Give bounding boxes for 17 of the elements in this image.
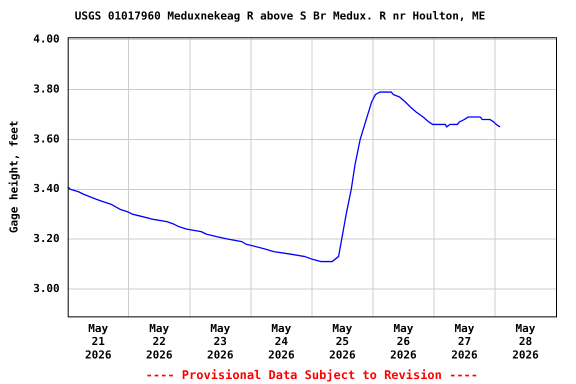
x-tick-label: May 26 2026 — [390, 322, 418, 362]
y-tick-label: 3.40 — [33, 182, 60, 196]
x-tick-label: May 28 2026 — [512, 322, 540, 362]
x-tick-label: May 22 2026 — [146, 322, 173, 362]
x-tick-label: May 24 2026 — [268, 322, 295, 362]
y-tick-label: 3.00 — [33, 282, 60, 295]
chart-title: USGS 01017960 Meduxnekeag R above S Br Medux. R nr Houlton, ME — [74, 9, 486, 22]
y-tick-label: 4.00 — [33, 32, 60, 46]
y-tick-label: 3.20 — [33, 232, 60, 245]
text: ---- Provisional Data Subject to Revision ---- — [146, 368, 478, 382]
y-tick-label: 3.80 — [33, 82, 60, 96]
y-axis-title: Gage height, feet — [7, 120, 20, 234]
x-tick-label: May 25 2026 — [329, 322, 356, 362]
x-tick-label: May 21 2026 — [84, 322, 112, 362]
y-tick-label: 3.60 — [33, 132, 60, 146]
x-tick-label: May 27 2026 — [451, 322, 478, 362]
x-tick-label: May 23 2026 — [207, 322, 234, 362]
